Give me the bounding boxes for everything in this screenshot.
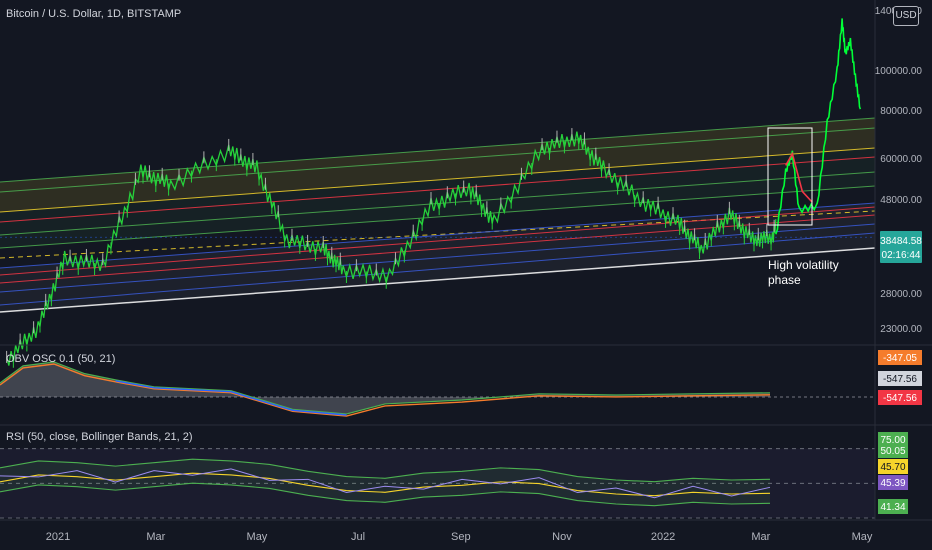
y-tick-label: 60000.00 — [880, 154, 922, 165]
y-tick-label: 23000.00 — [880, 324, 922, 335]
bb-basis — [0, 472, 771, 497]
rsi-value-label: 41.34 — [880, 502, 905, 513]
x-tick-label: 2022 — [651, 531, 675, 543]
obv-value-badge — [878, 371, 922, 386]
price-series — [0, 18, 875, 368]
currency-badge[interactable]: USD — [893, 6, 919, 26]
projection-line — [775, 18, 862, 235]
channel-line — [0, 156, 876, 223]
x-tick-label: Mar — [146, 531, 165, 543]
obv-title: OBV OSC 0.1 (50, 21) — [6, 353, 116, 365]
bb-upper — [0, 458, 771, 483]
obv-line — [0, 361, 771, 415]
chart-title: Bitcoin / U.S. Dollar, 1D, BITSTAMP — [6, 8, 182, 20]
obv-value-label: -547.56 — [883, 374, 917, 385]
y-tick-label: 80000.00 — [880, 106, 922, 117]
last-price-badge — [880, 231, 922, 263]
obv-signal-line — [0, 363, 771, 417]
x-tick-label: May — [247, 531, 268, 543]
rsi-value-label: 50.05 — [880, 446, 905, 457]
red-projection — [785, 151, 813, 203]
regression-channel — [0, 117, 876, 313]
rsi-value-badge — [878, 459, 908, 474]
bb-lower — [0, 482, 771, 507]
bb-fill — [0, 459, 770, 506]
channel-line — [0, 247, 876, 313]
rsi-value-badge — [878, 443, 908, 458]
x-tick-label: Mar — [751, 531, 770, 543]
last-price-value: 38484.58 — [880, 236, 922, 247]
obv-value-badge — [878, 390, 922, 405]
y-tick-label: 100000.00 — [875, 66, 923, 77]
obv-value-label: -547.56 — [883, 393, 917, 404]
x-tick-label: May — [852, 531, 873, 543]
price-line — [5, 131, 777, 366]
rsi-value-label: 45.70 — [880, 462, 905, 473]
rsi-value-badge — [878, 499, 908, 514]
channel-line — [0, 232, 876, 306]
obv-blue-segment — [115, 380, 347, 416]
y-tick-label: 48000.00 — [880, 195, 922, 206]
upper-band-fill — [0, 118, 875, 212]
channel-line — [0, 214, 876, 284]
channel-line — [0, 223, 876, 293]
rsi-value-badge — [878, 475, 908, 490]
y-tick-label: 28000.00 — [880, 289, 922, 300]
obv-value-badge — [878, 350, 922, 365]
countdown: 02:16:44 — [882, 250, 921, 261]
x-tick-label: Jul — [351, 531, 365, 543]
volatility-box — [767, 127, 813, 226]
channel-line — [0, 206, 876, 276]
x-tick-label: 2021 — [46, 531, 70, 543]
obv-value-label: -347.05 — [883, 353, 917, 364]
x-tick-label: Nov — [552, 531, 572, 543]
x-tick-label: Sep — [451, 531, 471, 543]
channel-line — [0, 127, 876, 193]
annotation-label: High volatility phase — [768, 258, 839, 287]
rsi-value-label: 75.00 — [880, 435, 905, 446]
obv-pane: -347.05 -547.56 -547.56 — [0, 350, 922, 417]
rsi-title: RSI (50, close, Bollinger Bands, 21, 2) — [6, 431, 193, 443]
channel-line — [0, 147, 876, 213]
rsi-value-label: 45.39 — [880, 478, 905, 489]
rsi-line — [0, 468, 771, 499]
